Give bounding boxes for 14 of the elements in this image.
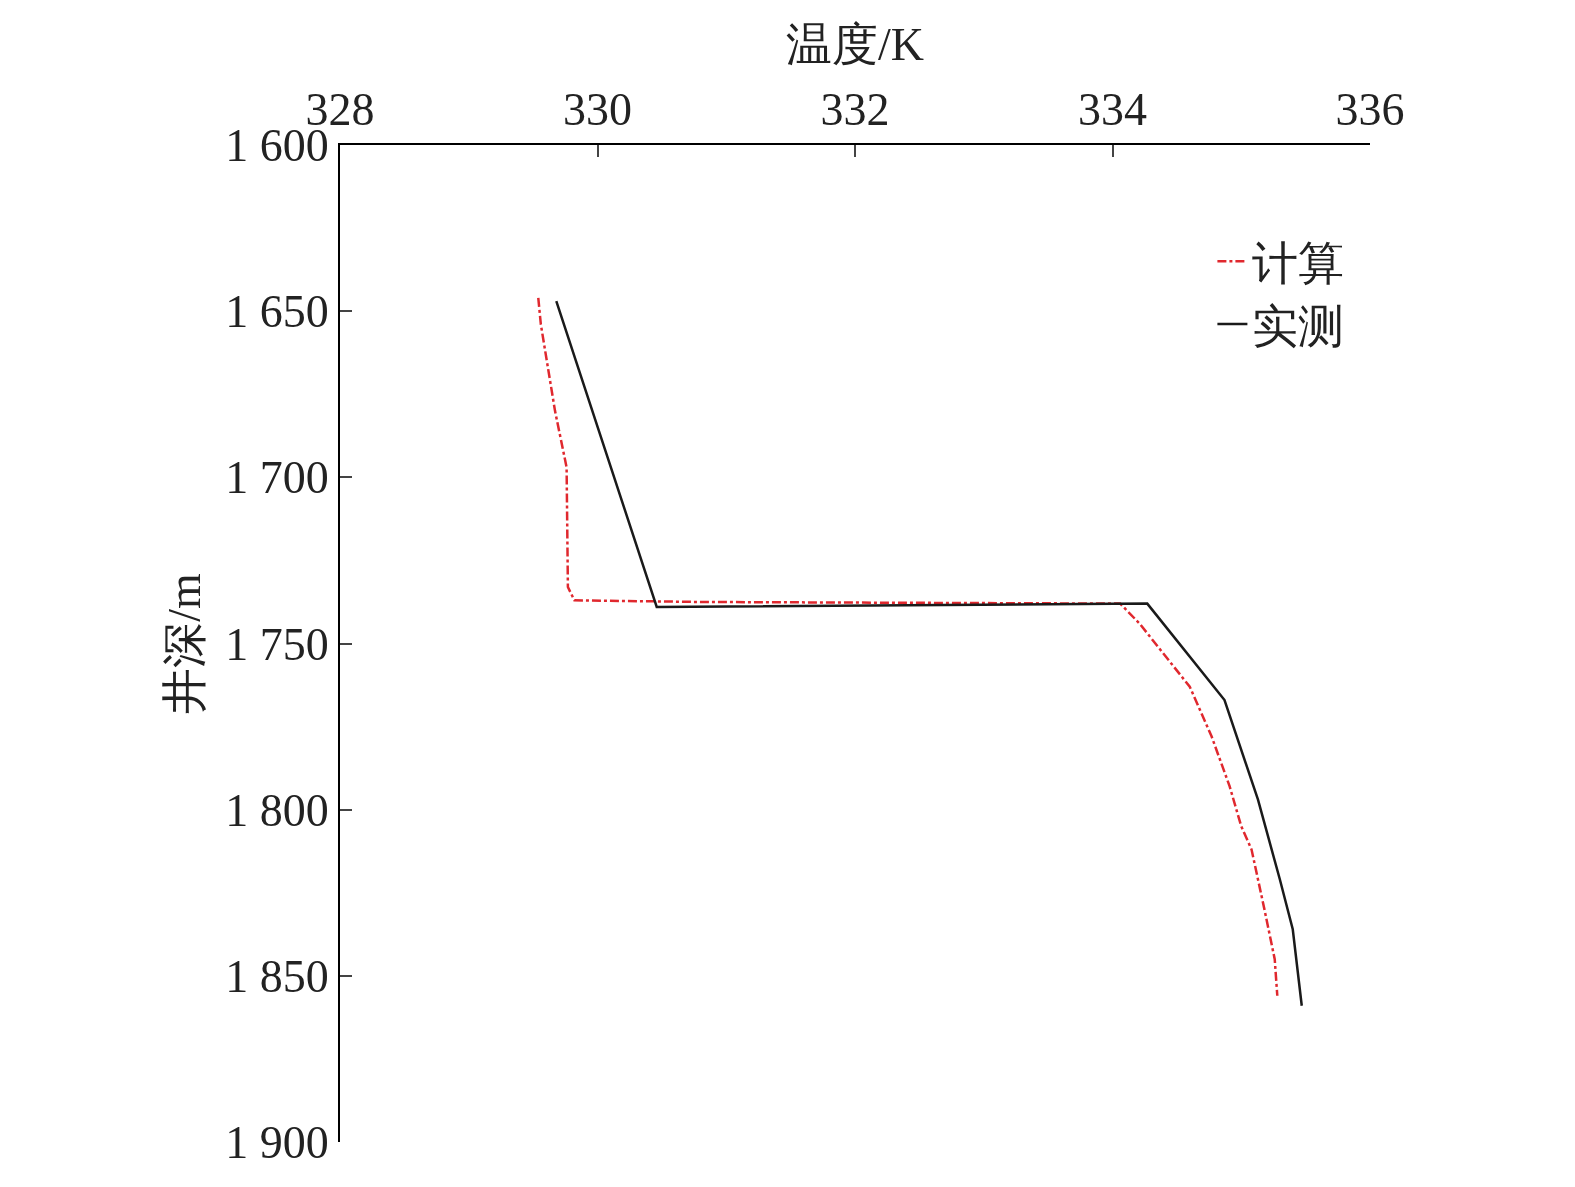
legend-label: 计算 (1252, 238, 1345, 290)
x-tick-label: 330 (563, 83, 632, 135)
y-tick-label: 1 650 (225, 286, 329, 338)
y-tick-label: 1 750 (225, 618, 329, 670)
x-tick-label: 336 (1335, 83, 1405, 135)
x-tick-label: 332 (820, 83, 890, 135)
y-axis-title: 井深/m (159, 573, 211, 714)
x-tick-label: 334 (1078, 83, 1147, 135)
y-tick-label: 1 700 (225, 452, 329, 504)
y-tick-label: 1 800 (225, 784, 329, 836)
legend-label: 实测 (1252, 300, 1345, 352)
y-tick-label: 1 900 (225, 1117, 329, 1169)
x-axis-title: 温度/K (786, 19, 924, 71)
y-tick-label: 1 850 (225, 950, 329, 1002)
